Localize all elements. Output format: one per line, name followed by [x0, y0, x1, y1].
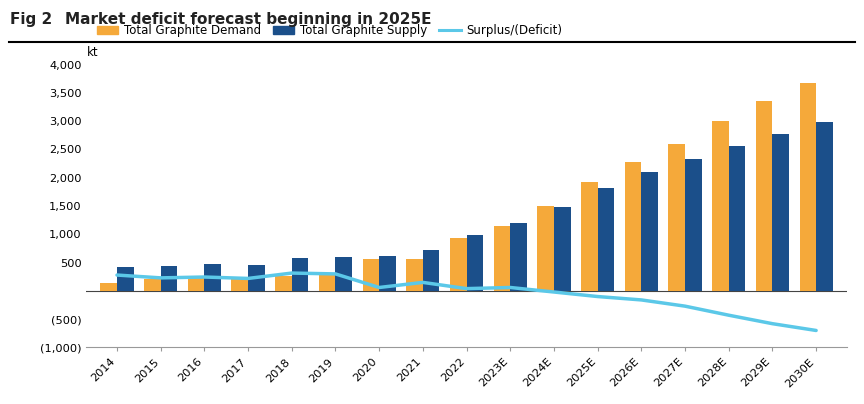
Surplus/(Deficit) — [461, 286, 472, 291]
Bar — [816, 122, 833, 291]
Bar — [292, 258, 308, 291]
Surplus/(Deficit) — [330, 271, 340, 276]
Bar — [511, 223, 527, 291]
Bar — [248, 265, 264, 291]
Surplus/(Deficit) — [593, 294, 603, 299]
Bar — [772, 134, 789, 291]
Bar — [275, 276, 292, 291]
Bar — [450, 238, 467, 291]
Line: Surplus/(Deficit): Surplus/(Deficit) — [117, 273, 816, 330]
Bar — [625, 162, 641, 291]
Surplus/(Deficit) — [549, 290, 559, 295]
Surplus/(Deficit) — [811, 328, 822, 333]
Bar — [467, 236, 483, 291]
Bar — [187, 278, 205, 291]
Surplus/(Deficit) — [417, 280, 428, 285]
Bar — [669, 144, 685, 291]
Bar — [712, 121, 728, 291]
Surplus/(Deficit) — [374, 285, 384, 290]
Bar — [319, 274, 335, 291]
Bar — [728, 145, 746, 291]
Bar — [598, 188, 614, 291]
Bar — [161, 266, 177, 291]
Surplus/(Deficit) — [200, 275, 210, 280]
Bar — [205, 264, 221, 291]
Bar — [493, 226, 511, 291]
Bar — [799, 83, 816, 291]
Bar — [100, 283, 117, 291]
Bar — [422, 250, 440, 291]
Bar — [554, 207, 570, 291]
Surplus/(Deficit) — [243, 276, 253, 281]
Surplus/(Deficit) — [287, 271, 297, 276]
Surplus/(Deficit) — [156, 276, 166, 280]
Bar — [756, 101, 772, 291]
Bar — [379, 256, 396, 291]
Legend: Total Graphite Demand, Total Graphite Supply, Surplus/(Deficit): Total Graphite Demand, Total Graphite Su… — [92, 20, 567, 42]
Bar — [117, 267, 134, 291]
Text: Market deficit forecast beginning in 2025E: Market deficit forecast beginning in 202… — [65, 12, 431, 27]
Bar — [641, 172, 658, 291]
Surplus/(Deficit) — [680, 304, 690, 309]
Surplus/(Deficit) — [111, 273, 122, 278]
Text: kt: kt — [87, 46, 98, 59]
Text: Fig 2: Fig 2 — [10, 12, 53, 27]
Surplus/(Deficit) — [636, 297, 646, 302]
Surplus/(Deficit) — [767, 321, 778, 326]
Bar — [144, 279, 161, 291]
Bar — [335, 257, 352, 291]
Bar — [406, 259, 422, 291]
Bar — [581, 182, 598, 291]
Bar — [685, 159, 702, 291]
Bar — [232, 278, 248, 291]
Surplus/(Deficit) — [505, 285, 516, 290]
Surplus/(Deficit) — [723, 313, 734, 318]
Bar — [363, 259, 379, 291]
Bar — [537, 206, 554, 291]
